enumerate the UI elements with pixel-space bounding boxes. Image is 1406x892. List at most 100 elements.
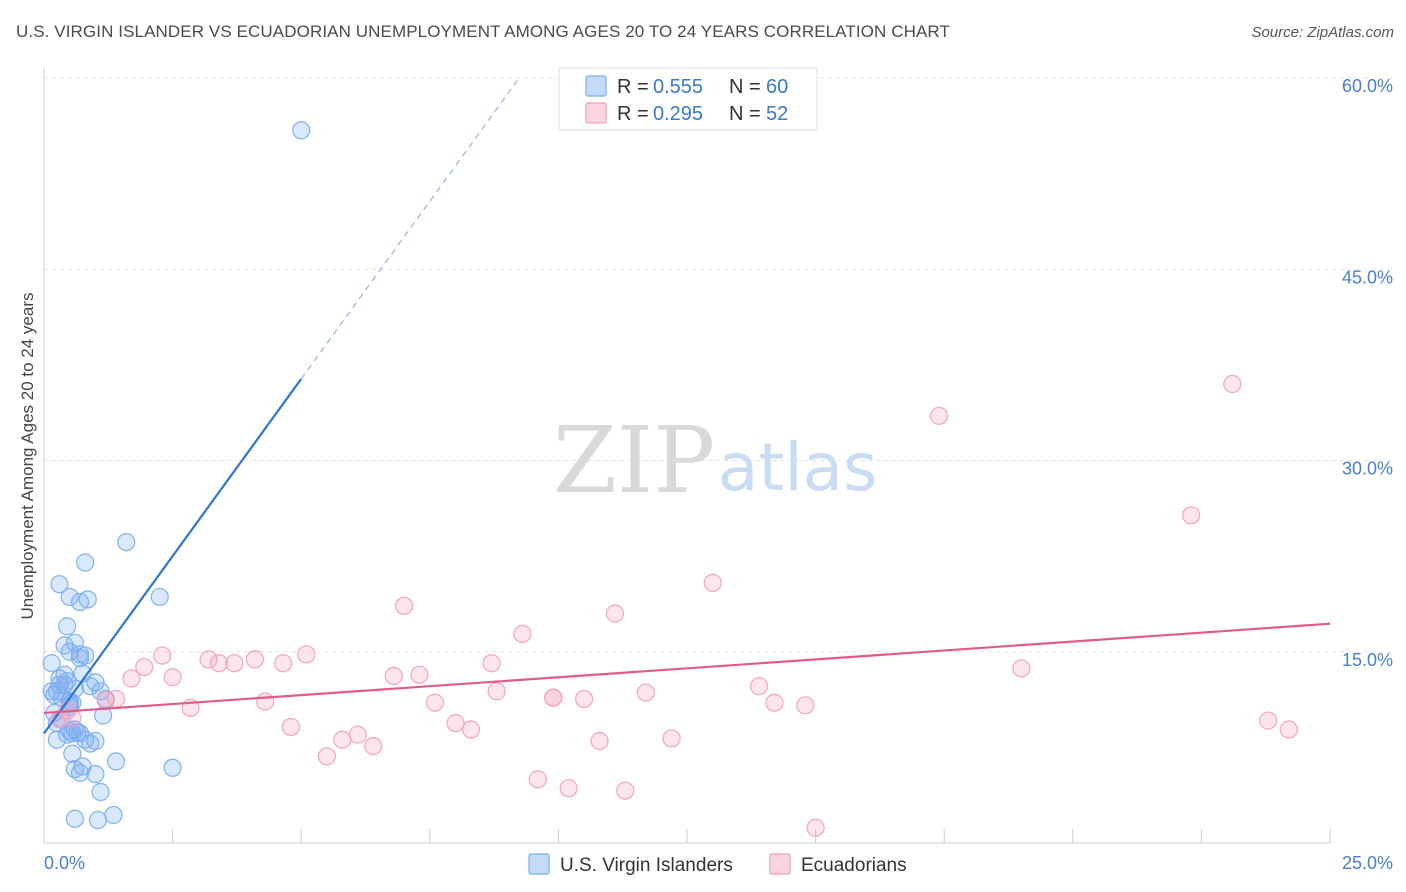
bottom-legend-swatch-ecuadorians: [769, 853, 791, 875]
data-point-virgin-islanders-27: [81, 734, 100, 753]
data-point-virgin-islanders-55: [76, 553, 95, 572]
y-axis-label: Unemployment Among Ages 20 to 24 years: [18, 293, 37, 620]
data-point-virgin-islanders-23: [63, 744, 82, 763]
legend-r-label-1: R =: [617, 76, 649, 98]
data-point-virgin-islanders-30: [91, 782, 110, 802]
data-point-ecuadorians-19: [333, 730, 352, 749]
legend-frame: [558, 67, 818, 131]
x-tick-label-max: 25.0%: [1342, 853, 1393, 873]
data-point-ecuadorians-48: [1223, 374, 1242, 394]
data-point-ecuadorians-30: [513, 624, 532, 644]
data-point-virgin-islanders-57: [150, 587, 169, 607]
data-point-ecuadorians-5: [122, 669, 141, 688]
legend-r-label-2: R =: [617, 103, 649, 125]
data-point-ecuadorians-20: [348, 725, 367, 744]
data-point-virgin-islanders-49: [86, 673, 105, 692]
data-point-ecuadorians-18: [317, 747, 337, 766]
legend-n-value-2: 52: [766, 103, 788, 125]
trend-line-virgin-islanders: [43, 378, 303, 734]
x-ticks: [172, 829, 1331, 843]
data-point-virgin-islanders-58: [292, 121, 311, 140]
data-point-ecuadorians-34: [575, 689, 594, 709]
data-point-ecuadorians-12: [225, 654, 244, 673]
gridlines: [44, 77, 1393, 653]
y-tick-labels: 15.0% 30.0% 45.0% 60.0%: [1342, 76, 1393, 670]
legend-box: R = 0.555 N = 60 R = 0.295 N = 52: [558, 67, 818, 131]
data-point-ecuadorians-23: [394, 596, 414, 615]
data-point-ecuadorians-25: [425, 693, 445, 712]
data-point-virgin-islanders-33: [65, 809, 84, 828]
legend-r-value-1: 0.555: [653, 76, 703, 98]
y-tick-label-45: 45.0%: [1342, 267, 1393, 287]
data-point-ecuadorians-29: [487, 682, 506, 701]
data-point-virgin-islanders-32: [88, 810, 108, 830]
chart-title: U.S. VIRGIN ISLANDER VS ECUADORIAN UNEMP…: [16, 22, 950, 41]
data-point-virgin-islanders-50: [58, 617, 77, 636]
data-point-ecuadorians-21: [364, 736, 383, 756]
data-point-ecuadorians-13: [245, 650, 265, 669]
legend-n-label-1: N =: [729, 76, 761, 98]
data-point-virgin-islanders-45: [70, 649, 90, 668]
data-point-ecuadorians-43: [796, 696, 815, 715]
bottom-legend-label-virgin-islanders: U.S. Virgin Islanders: [560, 855, 733, 876]
data-point-ecuadorians-40: [703, 573, 722, 593]
data-point-virgin-islanders-52: [60, 587, 79, 607]
data-point-ecuadorians-26: [446, 714, 465, 733]
data-point-virgin-islanders-28: [86, 731, 105, 751]
data-point-virgin-islanders-54: [78, 590, 97, 609]
data-point-virgin-islanders-47: [76, 646, 95, 665]
data-point-virgin-islanders-31: [104, 805, 123, 825]
legend-r-value-2: 0.295: [653, 103, 703, 125]
data-point-ecuadorians-7: [153, 646, 172, 665]
data-point-ecuadorians-44: [806, 818, 825, 837]
data-point-ecuadorians-50: [1279, 720, 1298, 739]
chart-source: Source: ZipAtlas.com: [1251, 24, 1394, 41]
legend-n-label-2: N =: [729, 103, 761, 125]
y-tick-label-15: 15.0%: [1342, 650, 1393, 670]
data-point-ecuadorians-2: [63, 708, 82, 728]
data-point-ecuadorians-37: [616, 781, 635, 800]
data-point-ecuadorians-27: [461, 720, 481, 739]
data-point-ecuadorians-14: [256, 692, 275, 711]
data-point-ecuadorians-17: [297, 645, 316, 664]
data-point-ecuadorians-42: [765, 693, 784, 712]
data-point-ecuadorians-22: [384, 666, 403, 686]
legend-swatch-virgin-islanders: [585, 75, 607, 97]
data-point-virgin-islanders-59: [55, 675, 74, 695]
data-point-virgin-islanders-29: [86, 765, 105, 784]
trend-line-ecuadorians: [43, 622, 1331, 715]
data-point-ecuadorians-39: [662, 729, 681, 748]
data-point-ecuadorians-49: [1259, 711, 1278, 730]
watermark-zip: ZIP: [553, 407, 715, 514]
series-us-virgin-islanders: [42, 121, 311, 830]
data-point-virgin-islanders-22: [47, 730, 66, 749]
data-point-ecuadorians-16: [281, 717, 301, 737]
data-point-ecuadorians-46: [1012, 659, 1031, 678]
data-point-virgin-islanders-56: [117, 532, 136, 552]
data-point-virgin-islanders-51: [50, 575, 69, 594]
data-point-ecuadorians-35: [590, 731, 609, 751]
data-point-ecuadorians-47: [1182, 506, 1201, 525]
data-point-ecuadorians-24: [410, 665, 429, 684]
data-point-ecuadorians-36: [605, 604, 625, 623]
data-point-ecuadorians-41: [749, 677, 769, 696]
trend-lines: [43, 80, 1331, 734]
x-tick-label-min: 0.0%: [44, 853, 85, 873]
y-tick-label-60: 60.0%: [1342, 76, 1393, 96]
y-tick-label-30: 30.0%: [1342, 459, 1393, 479]
data-point-ecuadorians-8: [163, 668, 182, 687]
data-point-ecuadorians-31: [528, 770, 547, 789]
data-point-ecuadorians-11: [209, 654, 228, 673]
data-point-ecuadorians-28: [482, 654, 501, 673]
data-point-ecuadorians-38: [636, 683, 655, 702]
bottom-legend: U.S. Virgin Islanders Ecuadorians: [528, 853, 907, 876]
watermark-atlas: atlas: [718, 429, 878, 506]
legend-swatch-ecuadorians: [585, 102, 607, 124]
data-point-ecuadorians-51: [544, 688, 563, 707]
data-point-ecuadorians-15: [274, 654, 293, 673]
data-point-virgin-islanders-2: [42, 654, 61, 673]
series-ecuadorians: [50, 374, 1298, 837]
trend-line-extension-virgin-islanders: [300, 80, 518, 380]
data-point-ecuadorians-6: [135, 657, 154, 677]
